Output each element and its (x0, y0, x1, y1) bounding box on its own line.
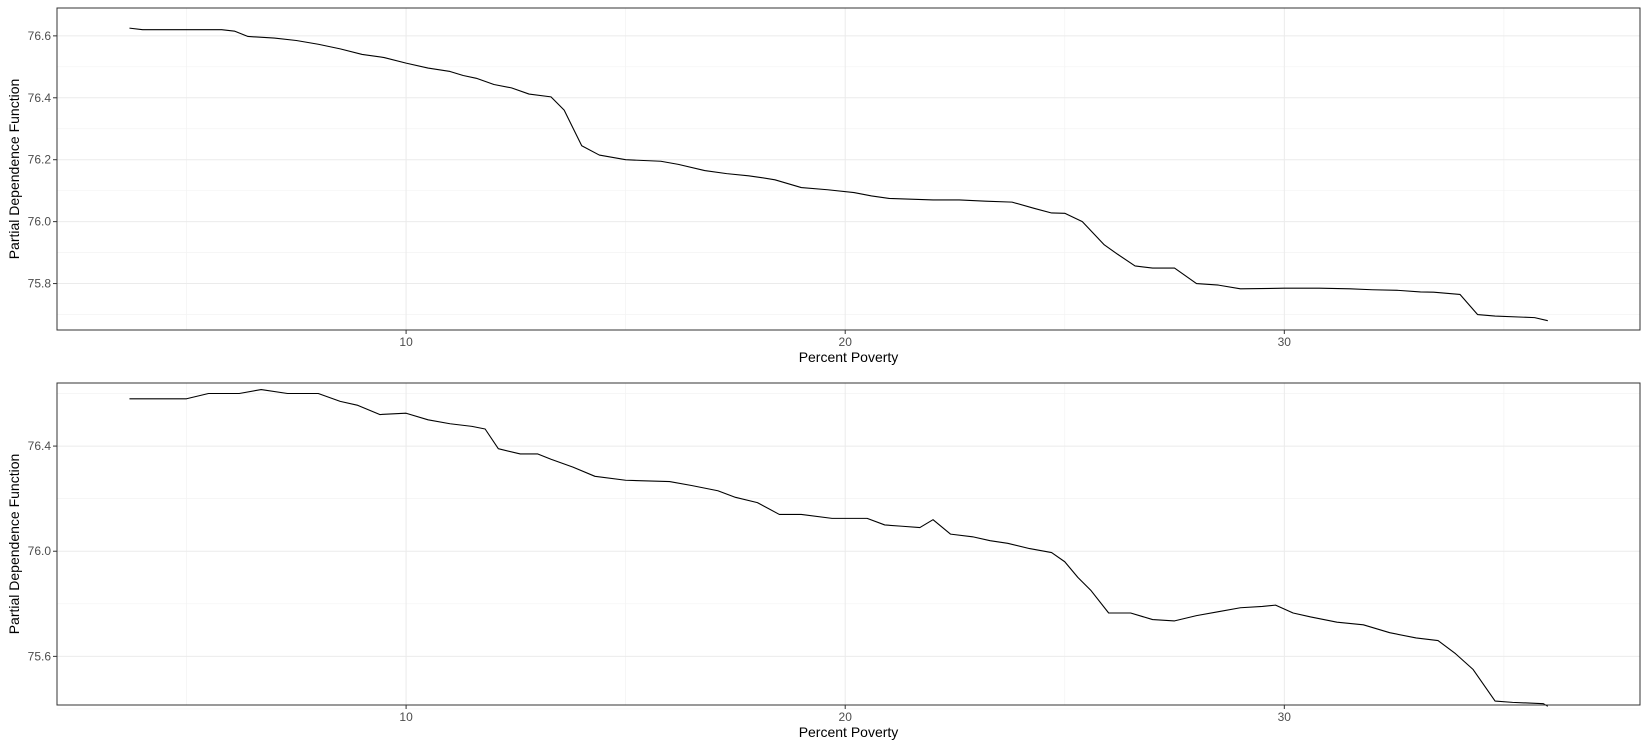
chart-panel-1: 75.8 76.0 76.2 76.4 76.6 10 20 30 Percent Povert… (6, 7, 1641, 365)
panel-border (56, 7, 1641, 331)
y-axis-title: Partial Dependence Function (6, 79, 22, 260)
x-axis-title: Percent Poverty (799, 724, 899, 740)
y-tick-label: 76.0 (28, 544, 52, 558)
y-axis-title: Partial Dependence Function (6, 454, 22, 635)
y-tick-label: 75.8 (28, 277, 52, 291)
chart-panel-2: 75.6 76.0 76.4 10 20 30 Percent Poverty Partial… (6, 382, 1641, 740)
x-tick-label: 10 (399, 710, 413, 724)
y-tick-label: 76.4 (28, 91, 52, 105)
y-tick-label: 76.2 (28, 153, 52, 167)
panel-border (56, 382, 1641, 706)
y-tick-label: 76.0 (28, 215, 52, 229)
y-tick-label: 76.6 (28, 29, 52, 43)
x-tick-label: 10 (399, 335, 413, 349)
x-tick-label: 20 (839, 335, 853, 349)
series-line (129, 389, 1549, 707)
x-tick-label: 30 (1278, 335, 1292, 349)
x-tick-label: 20 (839, 710, 853, 724)
x-tick-label: 30 (1278, 710, 1292, 724)
y-tick-label: 76.4 (28, 439, 52, 453)
x-axis-title: Percent Poverty (799, 349, 899, 365)
series-line (129, 27, 1548, 322)
y-tick-label: 75.6 (28, 649, 52, 663)
